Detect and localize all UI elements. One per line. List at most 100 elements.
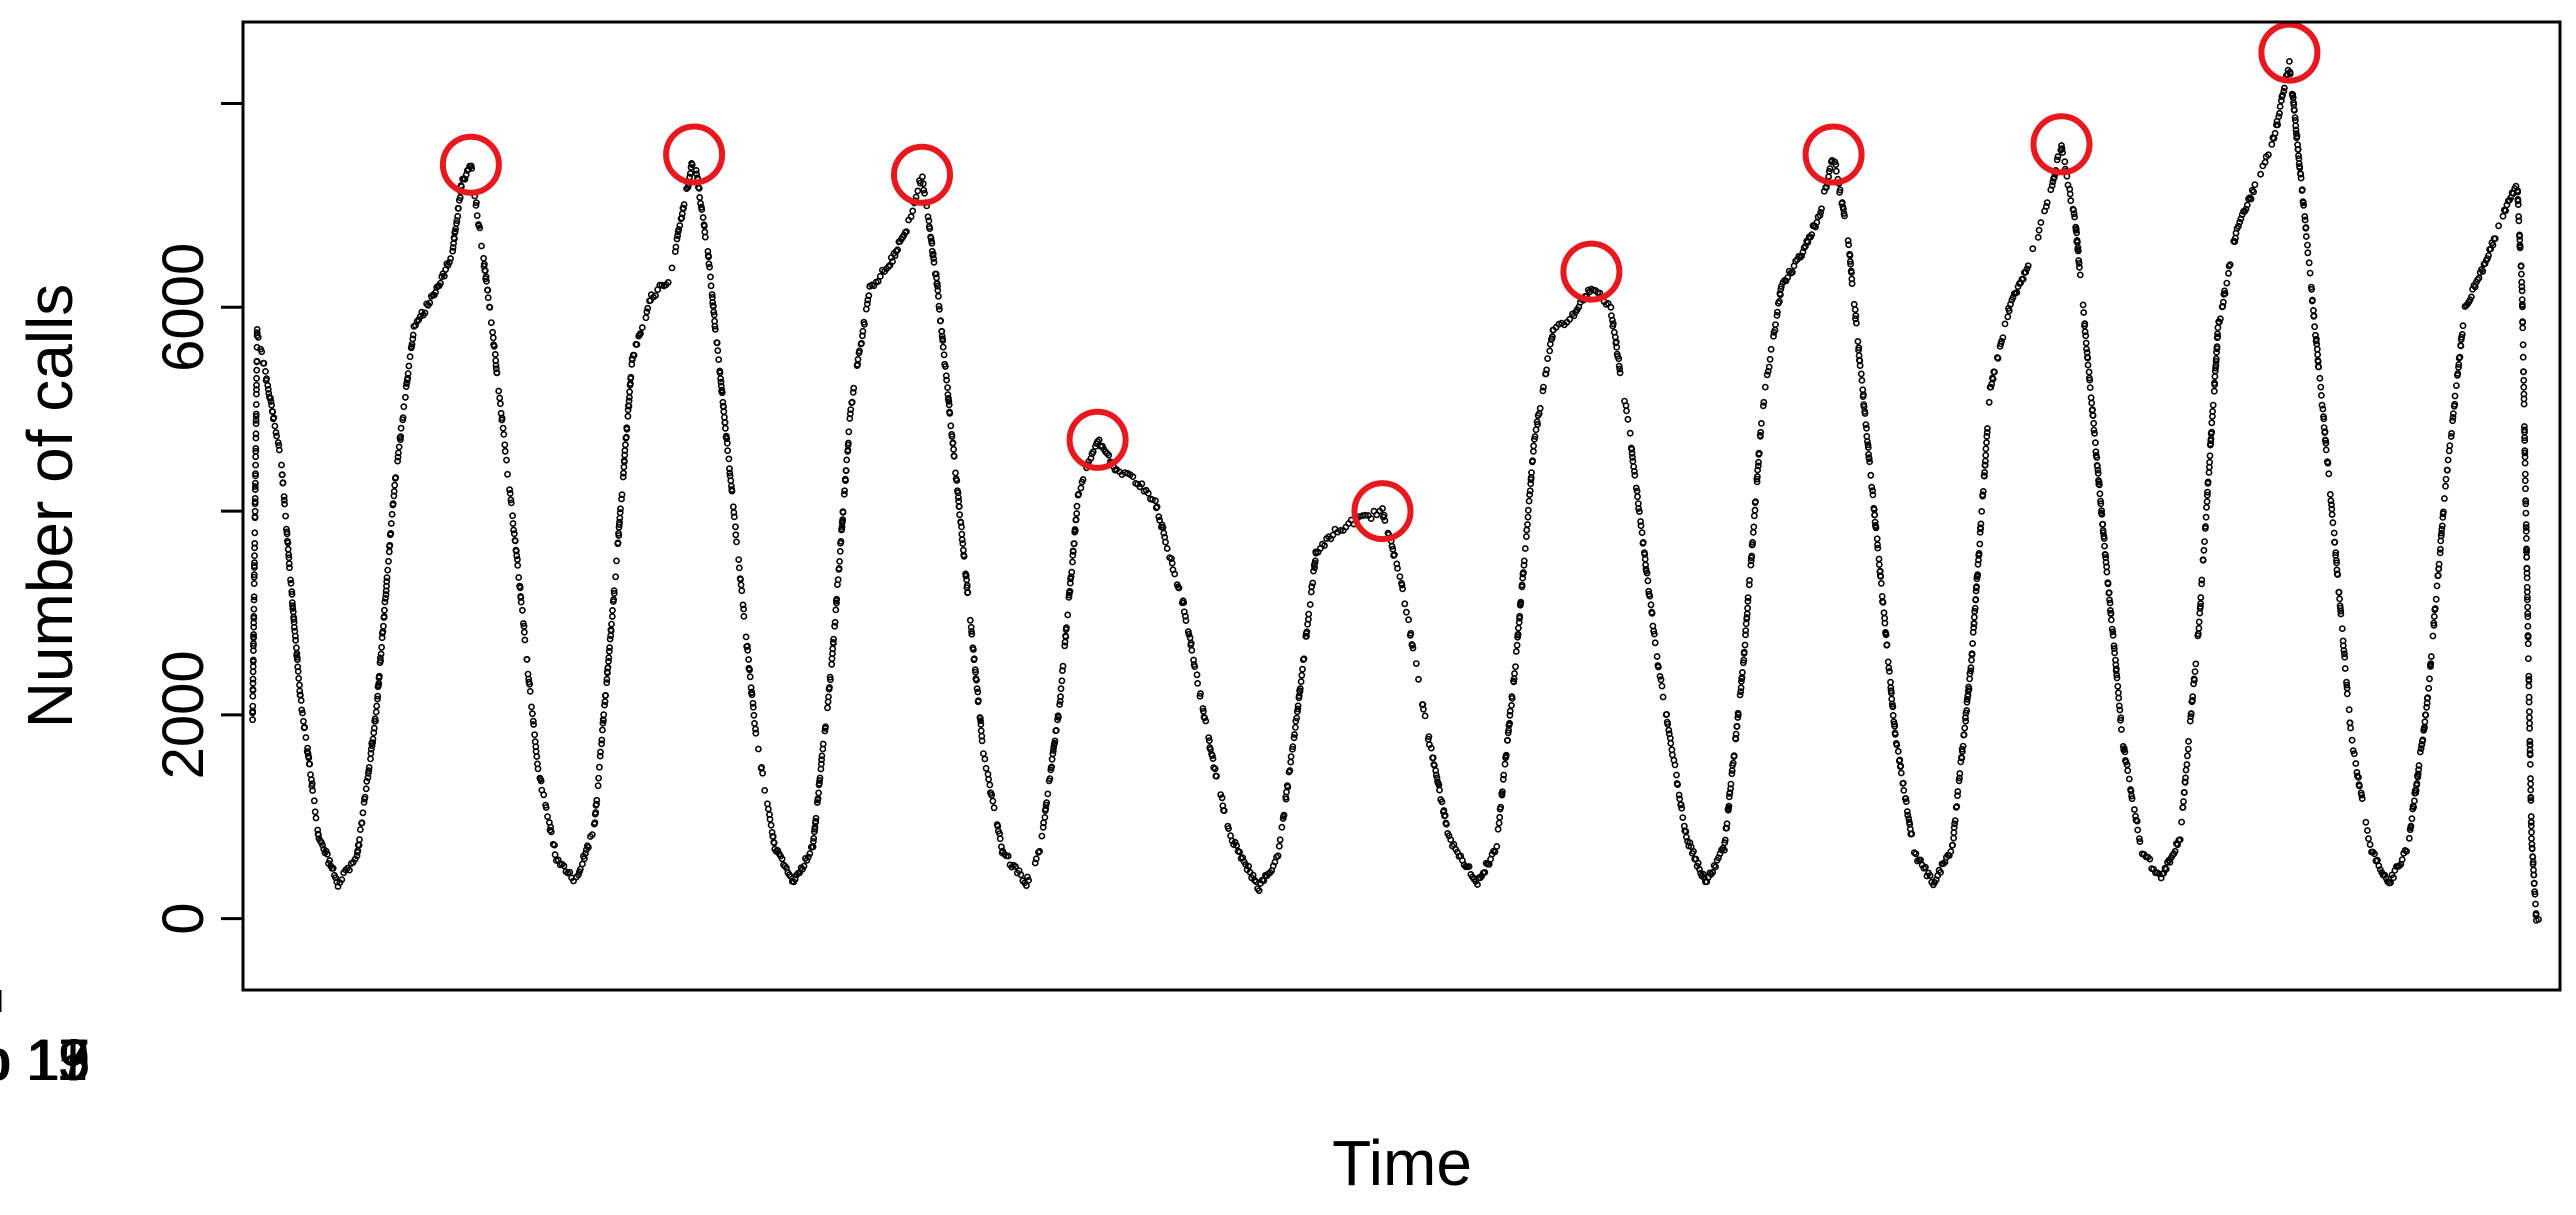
data-point bbox=[2104, 580, 2112, 588]
data-point bbox=[1729, 759, 1737, 767]
data-point bbox=[251, 507, 259, 515]
data-point bbox=[2337, 610, 2345, 618]
data-point bbox=[1441, 812, 1449, 819]
data-point bbox=[593, 796, 601, 804]
data-point bbox=[1099, 442, 1106, 450]
data-point bbox=[2524, 633, 2532, 641]
data-point bbox=[361, 793, 369, 801]
data-point bbox=[1539, 387, 1547, 395]
data-point bbox=[2333, 559, 2340, 567]
data-point bbox=[1025, 876, 1032, 884]
data-point bbox=[1754, 466, 1761, 474]
data-point bbox=[2204, 478, 2212, 486]
data-point bbox=[2449, 417, 2456, 425]
data-point bbox=[1447, 836, 1455, 844]
data-point bbox=[389, 500, 397, 508]
data-point bbox=[250, 613, 258, 620]
data-point bbox=[1664, 720, 1672, 728]
data-point bbox=[2195, 624, 2203, 632]
data-point bbox=[2417, 745, 2425, 752]
data-point bbox=[601, 701, 608, 709]
data-point bbox=[907, 213, 915, 221]
data-point bbox=[1690, 848, 1697, 855]
data-point bbox=[1858, 376, 1866, 384]
data-point bbox=[1856, 362, 1864, 369]
data-point bbox=[249, 702, 257, 710]
data-point bbox=[626, 388, 633, 396]
data-point bbox=[1044, 790, 1052, 798]
data-point bbox=[517, 598, 525, 606]
data-point bbox=[1855, 344, 1863, 352]
data-point bbox=[369, 739, 376, 746]
data-point bbox=[695, 184, 703, 192]
data-point bbox=[288, 590, 296, 598]
data-point bbox=[701, 233, 709, 241]
data-point bbox=[1964, 691, 1972, 699]
data-point bbox=[2209, 401, 2217, 409]
data-point bbox=[1962, 717, 1970, 725]
data-point bbox=[624, 406, 632, 414]
data-point bbox=[1493, 843, 1501, 850]
data-point bbox=[934, 282, 941, 290]
data-point bbox=[1278, 823, 1286, 831]
data-point bbox=[2180, 789, 2188, 796]
data-point bbox=[1506, 719, 1513, 727]
data-point bbox=[2274, 121, 2281, 129]
data-point bbox=[566, 868, 574, 876]
data-point bbox=[805, 853, 812, 861]
data-point bbox=[643, 308, 651, 316]
data-point bbox=[1721, 846, 1728, 854]
data-point bbox=[1432, 771, 1440, 779]
data-point bbox=[592, 809, 600, 816]
data-point bbox=[2516, 243, 2524, 251]
data-point bbox=[2422, 711, 2430, 719]
data-point bbox=[1967, 667, 1974, 675]
data-point bbox=[288, 588, 296, 596]
data-point bbox=[1297, 678, 1305, 685]
data-point bbox=[364, 770, 372, 777]
data-point bbox=[492, 365, 500, 373]
x-tick-label: Feb 15 bbox=[0, 1028, 90, 1093]
data-point bbox=[1847, 260, 1854, 268]
data-point bbox=[2382, 874, 2390, 882]
data-point bbox=[2352, 760, 2360, 767]
data-point bbox=[2524, 640, 2532, 648]
data-point bbox=[2521, 453, 2529, 461]
data-point bbox=[2171, 847, 2179, 855]
data-point bbox=[2091, 439, 2099, 447]
data-point bbox=[2527, 793, 2535, 801]
data-point bbox=[885, 263, 893, 270]
data-point bbox=[1049, 747, 1057, 754]
data-point bbox=[2183, 752, 2191, 760]
data-point bbox=[605, 657, 612, 665]
data-point bbox=[744, 642, 751, 650]
data-point bbox=[2034, 233, 2042, 241]
data-point bbox=[1676, 795, 1683, 803]
data-point bbox=[267, 398, 275, 405]
data-point bbox=[440, 272, 448, 280]
data-point bbox=[250, 634, 257, 642]
data-point bbox=[2524, 655, 2532, 662]
data-point bbox=[391, 481, 399, 489]
data-point bbox=[484, 286, 492, 294]
data-point bbox=[252, 401, 260, 408]
data-point bbox=[1774, 308, 1781, 316]
data-point bbox=[251, 483, 259, 490]
data-point bbox=[1048, 763, 1055, 771]
data-point bbox=[1429, 754, 1437, 762]
data-point bbox=[1884, 658, 1892, 666]
data-point bbox=[2189, 693, 2197, 701]
data-point bbox=[1845, 241, 1853, 249]
data-point bbox=[2099, 520, 2107, 528]
data-point bbox=[387, 520, 395, 527]
data-point bbox=[1362, 511, 1369, 519]
data-point bbox=[959, 540, 967, 547]
data-point bbox=[2310, 312, 2318, 320]
data-point bbox=[1912, 850, 1920, 858]
data-point bbox=[1963, 695, 1971, 703]
data-point bbox=[1004, 852, 1012, 860]
data-point bbox=[940, 351, 948, 359]
data-point bbox=[1852, 312, 1860, 320]
data-point bbox=[1659, 693, 1667, 701]
data-point bbox=[2522, 527, 2530, 535]
